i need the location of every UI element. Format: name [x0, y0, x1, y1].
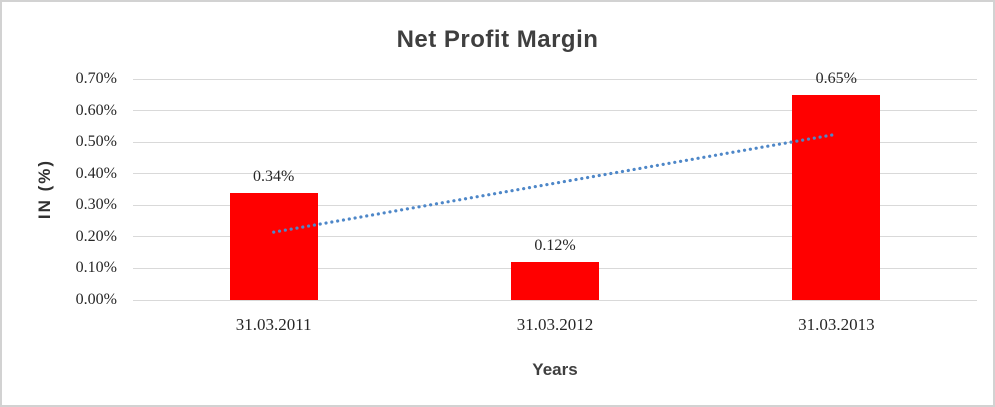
bar-data-label: 0.12%	[534, 237, 576, 255]
gridline	[133, 110, 977, 112]
x-tick-label: 31.03.2012	[516, 315, 594, 334]
gridline	[133, 236, 977, 238]
y-tick-label: 0.70%	[75, 70, 117, 87]
trendline	[272, 132, 838, 234]
y-tick-label: 0.10%	[75, 259, 117, 277]
y-tick-label: 0.40%	[75, 164, 117, 182]
y-tick-label: 0.50%	[75, 133, 117, 151]
gridline	[133, 204, 977, 206]
gridline	[133, 141, 977, 143]
bar	[229, 192, 318, 300]
gridline	[133, 173, 977, 175]
y-tick-label: 0.00%	[75, 291, 117, 308]
plot-area: 0.34% 0.12% 0.65%	[133, 70, 977, 301]
y-tick-label: 0.60%	[75, 101, 117, 119]
bar-data-label: 0.34%	[252, 167, 295, 185]
bar-data-label: 0.65%	[815, 69, 857, 87]
bar	[792, 94, 881, 300]
x-axis-title: Years	[532, 360, 578, 379]
x-tick-label: 31.03.2011	[235, 315, 312, 334]
gridline	[133, 78, 977, 80]
x-tick-label: 31.03.2013	[798, 315, 875, 334]
gridline	[133, 299, 977, 301]
y-tick-label: 0.20%	[75, 227, 117, 245]
bar	[511, 262, 599, 300]
y-tick-label: 0.30%	[75, 196, 117, 214]
chart-title: Net Profit Margin	[396, 26, 599, 53]
